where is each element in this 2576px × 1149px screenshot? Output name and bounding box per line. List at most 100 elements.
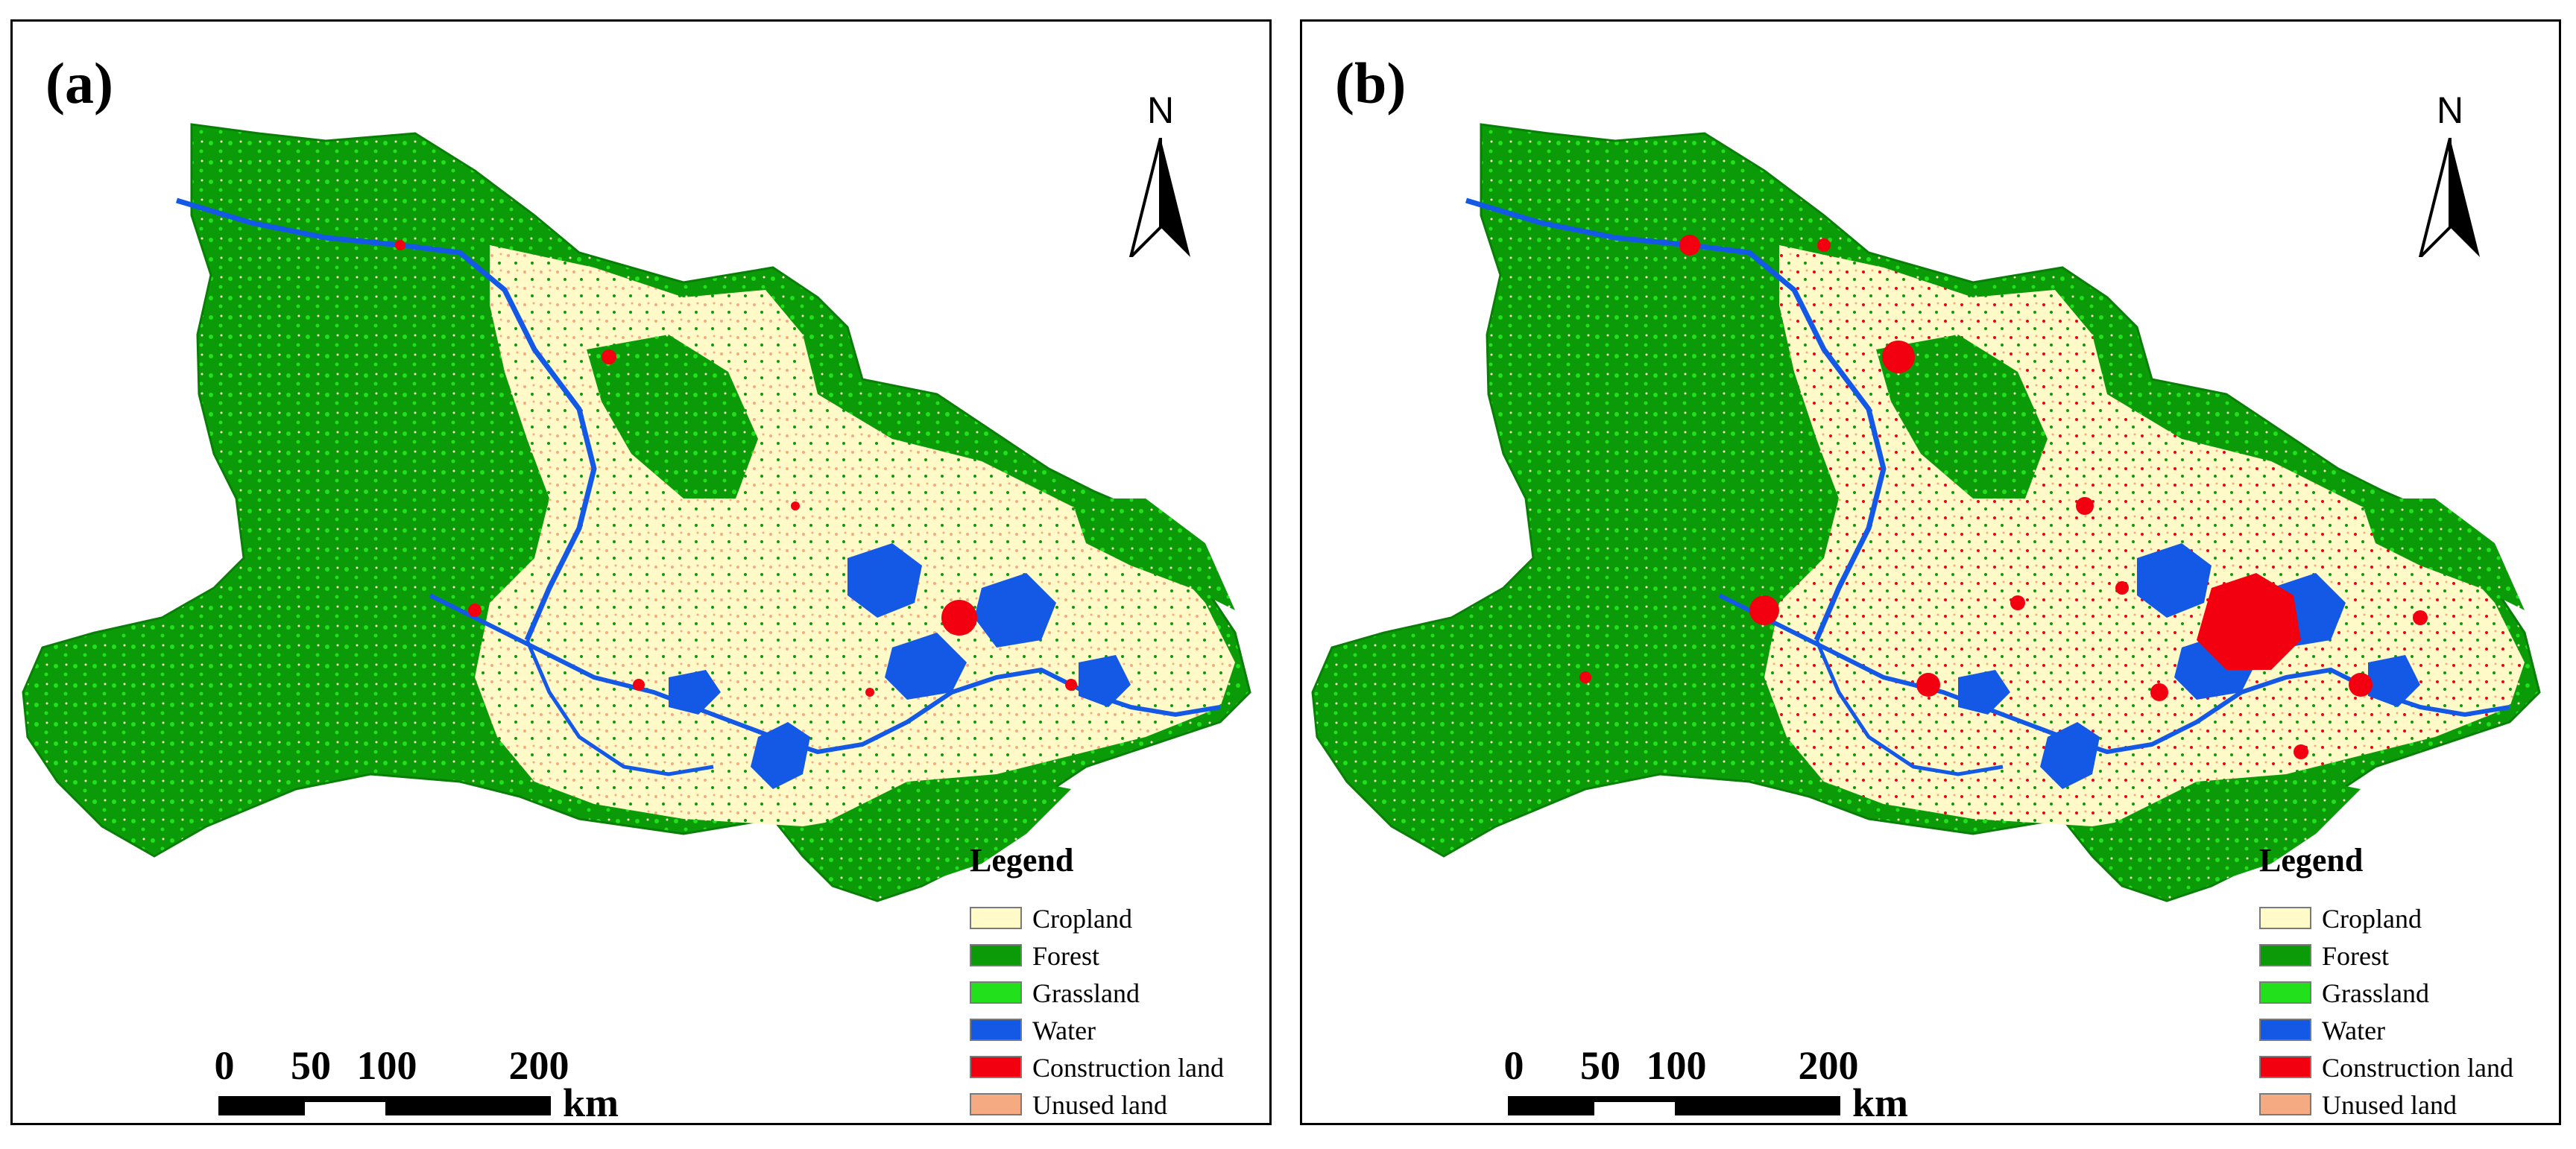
lake-1-b <box>2040 722 2100 789</box>
city-jingzhou-a <box>633 679 645 691</box>
scale-bar: 0 50 100 200 km <box>214 1042 740 1132</box>
scale-tick-50: 50 <box>291 1043 331 1088</box>
map-panel-b: (b) N Legend Cropland Forest Grassland W… <box>1300 19 2561 1125</box>
scale-segment-white <box>305 1102 385 1115</box>
city-small-8-b <box>2115 581 2129 595</box>
legend-label: Construction land <box>1032 1053 1224 1083</box>
lake-5-a <box>1079 655 1131 707</box>
city-shiyan-b <box>1679 235 1700 256</box>
scale-tick-200: 200 <box>1798 1043 1859 1088</box>
scale-track <box>1508 1096 1840 1115</box>
legend-item-construction-land: Construction land <box>2259 1051 2557 1084</box>
forest-hill-east-b <box>2361 498 2525 610</box>
panel-label: (b) <box>1335 51 1407 115</box>
legend-item-water: Water <box>2259 1014 2557 1047</box>
legend-item-unused-land: Unused land <box>970 1089 1268 1121</box>
city-yichang-a <box>468 604 482 617</box>
legend-swatch <box>970 944 1022 966</box>
legend-swatch <box>970 1019 1022 1041</box>
legend: Legend Cropland Forest Grassland Water C… <box>2259 841 2557 1124</box>
city-huangshi-a <box>1065 679 1077 691</box>
scale-bar: 0 50 100 200 km <box>1504 1042 2030 1132</box>
legend-item-construction-land: Construction land <box>970 1051 1268 1084</box>
city-xiangyang-a <box>602 349 616 364</box>
city-yichang-b <box>1749 595 1779 625</box>
legend-title: Legend <box>970 842 1074 879</box>
lake-6-a <box>669 670 721 715</box>
lake-2-b <box>2137 543 2212 618</box>
forest-hill-east-a <box>1071 498 1235 610</box>
legend-label: Water <box>2322 1016 2386 1045</box>
han-river-b <box>1465 197 1887 642</box>
north-letter: N <box>2436 89 2464 131</box>
city-jingzhou-b <box>1916 673 1940 697</box>
lake-4-a <box>885 633 967 700</box>
lake-3-a <box>974 573 1056 648</box>
city-small-5-b <box>1817 238 1831 252</box>
north-arrow: N <box>2405 89 2495 268</box>
legend-swatch <box>970 907 1022 929</box>
north-arrow-icon <box>1128 138 1190 257</box>
north-letter: N <box>1146 89 1175 131</box>
river-south-b <box>1814 639 2004 776</box>
legend-swatch <box>2259 907 2311 929</box>
legend-swatch <box>2259 944 2311 966</box>
legend-label: Water <box>1032 1016 1096 1045</box>
city-small-7-b <box>1579 671 1591 683</box>
city-small-4-b <box>2413 610 2428 625</box>
legend-swatch <box>2259 1019 2311 1041</box>
legend-item-water: Water <box>970 1014 1268 1047</box>
scale-unit: km <box>1852 1080 1909 1125</box>
city-wuhan-b <box>2197 573 2301 670</box>
scale-segment-white <box>1594 1102 1675 1115</box>
city-small-3-b <box>2010 595 2025 610</box>
scale-tick-200: 200 <box>508 1043 569 1088</box>
forest-south-b <box>2107 774 2361 893</box>
land-use-map-b <box>1311 123 2541 902</box>
legend-item-cropland: Cropland <box>970 902 1268 935</box>
scale-tick-50: 50 <box>1580 1043 1620 1088</box>
city-small-6-b <box>2294 744 2308 759</box>
legend-swatch <box>970 981 1022 1004</box>
scale-track <box>218 1096 551 1115</box>
city-xiangyang-b <box>1882 341 1915 373</box>
legend-label: Grassland <box>1032 978 1140 1008</box>
city-small-2-a <box>865 688 874 697</box>
land-use-map-a <box>22 123 1251 902</box>
city-small-1-a <box>791 501 800 510</box>
forest-hill-a <box>587 335 758 498</box>
legend-label: Forest <box>2322 941 2389 971</box>
legend-swatch <box>2259 981 2311 1004</box>
legend-swatch <box>970 1093 1022 1115</box>
city-small-1-b <box>2076 497 2094 515</box>
city-wuhan-a <box>941 600 977 636</box>
panel-label: (a) <box>45 51 113 115</box>
scale-tick-0: 0 <box>214 1043 235 1088</box>
legend-swatch <box>2259 1056 2311 1078</box>
legend-item-forest: Forest <box>970 940 1268 972</box>
scale-unit: km <box>563 1080 619 1125</box>
lake-6-b <box>1958 670 2010 715</box>
legend-item-grassland: Grassland <box>970 977 1268 1010</box>
legend-label: Cropland <box>1032 904 1132 934</box>
legend-label: Cropland <box>2322 904 2422 934</box>
scale-tick-0: 0 <box>1503 1043 1524 1088</box>
legend-item-cropland: Cropland <box>2259 902 2557 935</box>
lake-5-b <box>2368 655 2420 707</box>
legend-swatch <box>2259 1093 2311 1115</box>
north-arrow-icon <box>2418 138 2480 257</box>
legend-label: Unused land <box>1032 1090 1167 1120</box>
lake-2-a <box>847 543 922 618</box>
legend-label: Grassland <box>2322 978 2429 1008</box>
north-arrow: N <box>1116 89 1205 268</box>
lake-1-a <box>751 722 810 789</box>
city-huangshi-b <box>2349 673 2373 697</box>
legend-item-forest: Forest <box>2259 940 2557 972</box>
han-river-a <box>175 197 597 642</box>
legend: Legend Cropland Forest Grassland Water C… <box>970 841 1268 1124</box>
legend-label: Forest <box>1032 941 1099 971</box>
legend-label: Unused land <box>2322 1090 2457 1120</box>
legend-item-grassland: Grassland <box>2259 977 2557 1010</box>
forest-hill-b <box>1876 335 2048 498</box>
scale-tick-100: 100 <box>356 1043 417 1088</box>
